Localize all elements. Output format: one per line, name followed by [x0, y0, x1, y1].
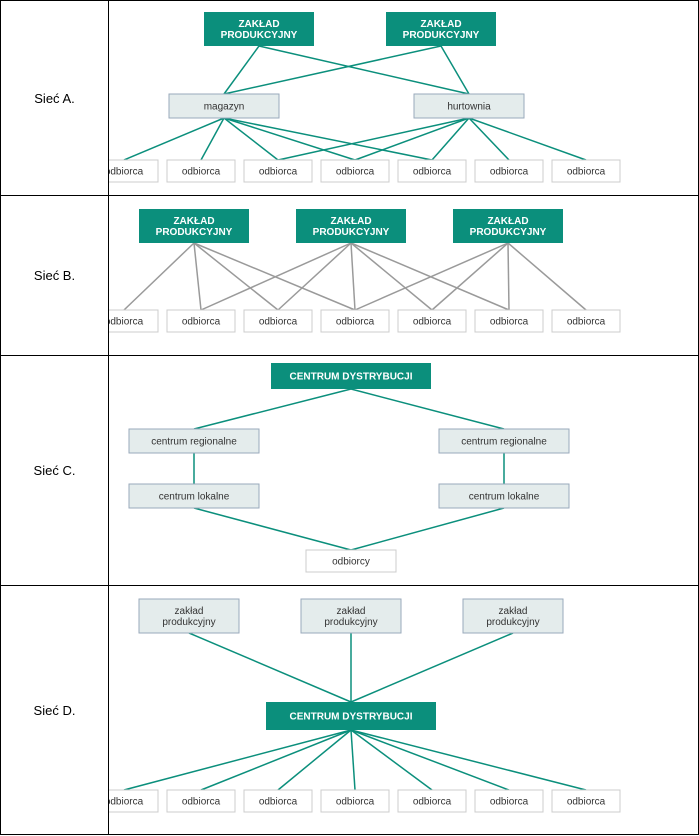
network-label: Sieć A. [1, 1, 109, 195]
node-label: zakład [175, 606, 204, 617]
node-label: odbiorca [336, 167, 375, 178]
node-label: odbiorca [109, 797, 144, 808]
edge [194, 508, 351, 550]
edge [124, 730, 351, 790]
node-label: ZAKŁAD [173, 216, 214, 227]
edge [469, 118, 586, 160]
edge [201, 730, 351, 790]
node-label: odbiorca [259, 317, 298, 328]
node-label: PRODUKCYJNY [221, 30, 298, 41]
edge [194, 243, 278, 310]
edge [351, 243, 355, 310]
node-label: CENTRUM DYSTRYBUCJI [290, 372, 413, 383]
edge [259, 46, 469, 94]
network-label: Sieć B. [1, 196, 109, 355]
node-label: odbiorca [336, 797, 375, 808]
edge [351, 730, 355, 790]
edge [124, 243, 194, 310]
network-diagram: ZAKŁADPRODUKCYJNYZAKŁADPRODUKCYJNYmagazy… [109, 1, 698, 195]
network-diagram: ZAKŁADPRODUKCYJNYZAKŁADPRODUKCYJNYZAKŁAD… [109, 196, 698, 355]
node-label: odbiorca [109, 167, 144, 178]
node-label: odbiorca [259, 797, 298, 808]
node-label: hurtownia [447, 102, 491, 113]
node-label: odbiorca [109, 317, 144, 328]
network-label: Sieć C. [1, 356, 109, 585]
edge [224, 118, 432, 160]
node-label: odbiorca [490, 797, 529, 808]
node-label: odbiorcy [332, 557, 370, 568]
diagram-table: Sieć A.ZAKŁADPRODUKCYJNYZAKŁADPRODUKCYJN… [0, 0, 699, 835]
node-label: odbiorca [490, 167, 529, 178]
node-label: odbiorca [490, 317, 529, 328]
edge [351, 389, 504, 429]
node-label: centrum regionalne [461, 437, 547, 448]
node-label: ZAKŁAD [487, 216, 528, 227]
node-label: odbiorca [413, 797, 452, 808]
edge [508, 243, 586, 310]
node-label: ZAKŁAD [238, 19, 279, 30]
node-label: PRODUKCYJNY [156, 227, 233, 238]
edge [441, 46, 469, 94]
edge [351, 730, 586, 790]
network-row: Sieć A.ZAKŁADPRODUKCYJNYZAKŁADPRODUKCYJN… [0, 0, 699, 195]
edge [201, 243, 351, 310]
node-label: CENTRUM DYSTRYBUCJI [290, 712, 413, 723]
node-label: odbiorca [182, 317, 221, 328]
node-label: produkcyjny [324, 617, 377, 628]
node-label: ZAKŁAD [330, 216, 371, 227]
network-row: Sieć C. CENTRUM DYSTRYBUCJI centrum region… [0, 355, 699, 585]
edge [432, 243, 508, 310]
network-row: Sieć D.zakładprodukcyjnyzakładprodukcyjn… [0, 585, 699, 835]
edge [351, 508, 504, 550]
node-label: odbiorca [259, 167, 298, 178]
edge [189, 633, 351, 702]
node-label: centrum regionalne [151, 437, 237, 448]
node-label: produkcyjny [162, 617, 215, 628]
edge [201, 118, 224, 160]
node-label: magazyn [204, 102, 245, 113]
node-label: odbiorca [182, 797, 221, 808]
node-label: PRODUKCYJNY [470, 227, 547, 238]
node-label: ZAKŁAD [420, 19, 461, 30]
node-label: PRODUKCYJNY [403, 30, 480, 41]
network-diagram: CENTRUM DYSTRYBUCJI centrum regionalne cen… [109, 356, 698, 585]
node-label: odbiorca [567, 797, 606, 808]
node-label: odbiorca [413, 167, 452, 178]
edge [224, 46, 441, 94]
edge [351, 243, 432, 310]
edge [469, 118, 509, 160]
node-label: zakład [337, 606, 366, 617]
network-diagram: zakładprodukcyjnyzakładprodukcyjnyzakład… [109, 586, 698, 834]
node-label: produkcyjny [486, 617, 539, 628]
node-label: centrum lokalne [469, 492, 540, 503]
node-label: centrum lokalne [159, 492, 230, 503]
edge [124, 118, 224, 160]
edge [194, 243, 201, 310]
node-label: odbiorca [567, 317, 606, 328]
edge [224, 118, 278, 160]
node-label: zakład [499, 606, 528, 617]
network-row: Sieć B.ZAKŁADPRODUKCYJNYZAKŁADPRODUKCYJN… [0, 195, 699, 355]
edge [351, 633, 513, 702]
edge [351, 730, 432, 790]
node-label: odbiorca [567, 167, 606, 178]
network-label: Sieć D. [1, 586, 109, 834]
edge [194, 389, 351, 429]
edge [508, 243, 509, 310]
edge [351, 730, 509, 790]
node-label: odbiorca [413, 317, 452, 328]
edge [224, 118, 355, 160]
edge [278, 243, 351, 310]
node-label: odbiorca [182, 167, 221, 178]
node-label: PRODUKCYJNY [313, 227, 390, 238]
node-label: odbiorca [336, 317, 375, 328]
